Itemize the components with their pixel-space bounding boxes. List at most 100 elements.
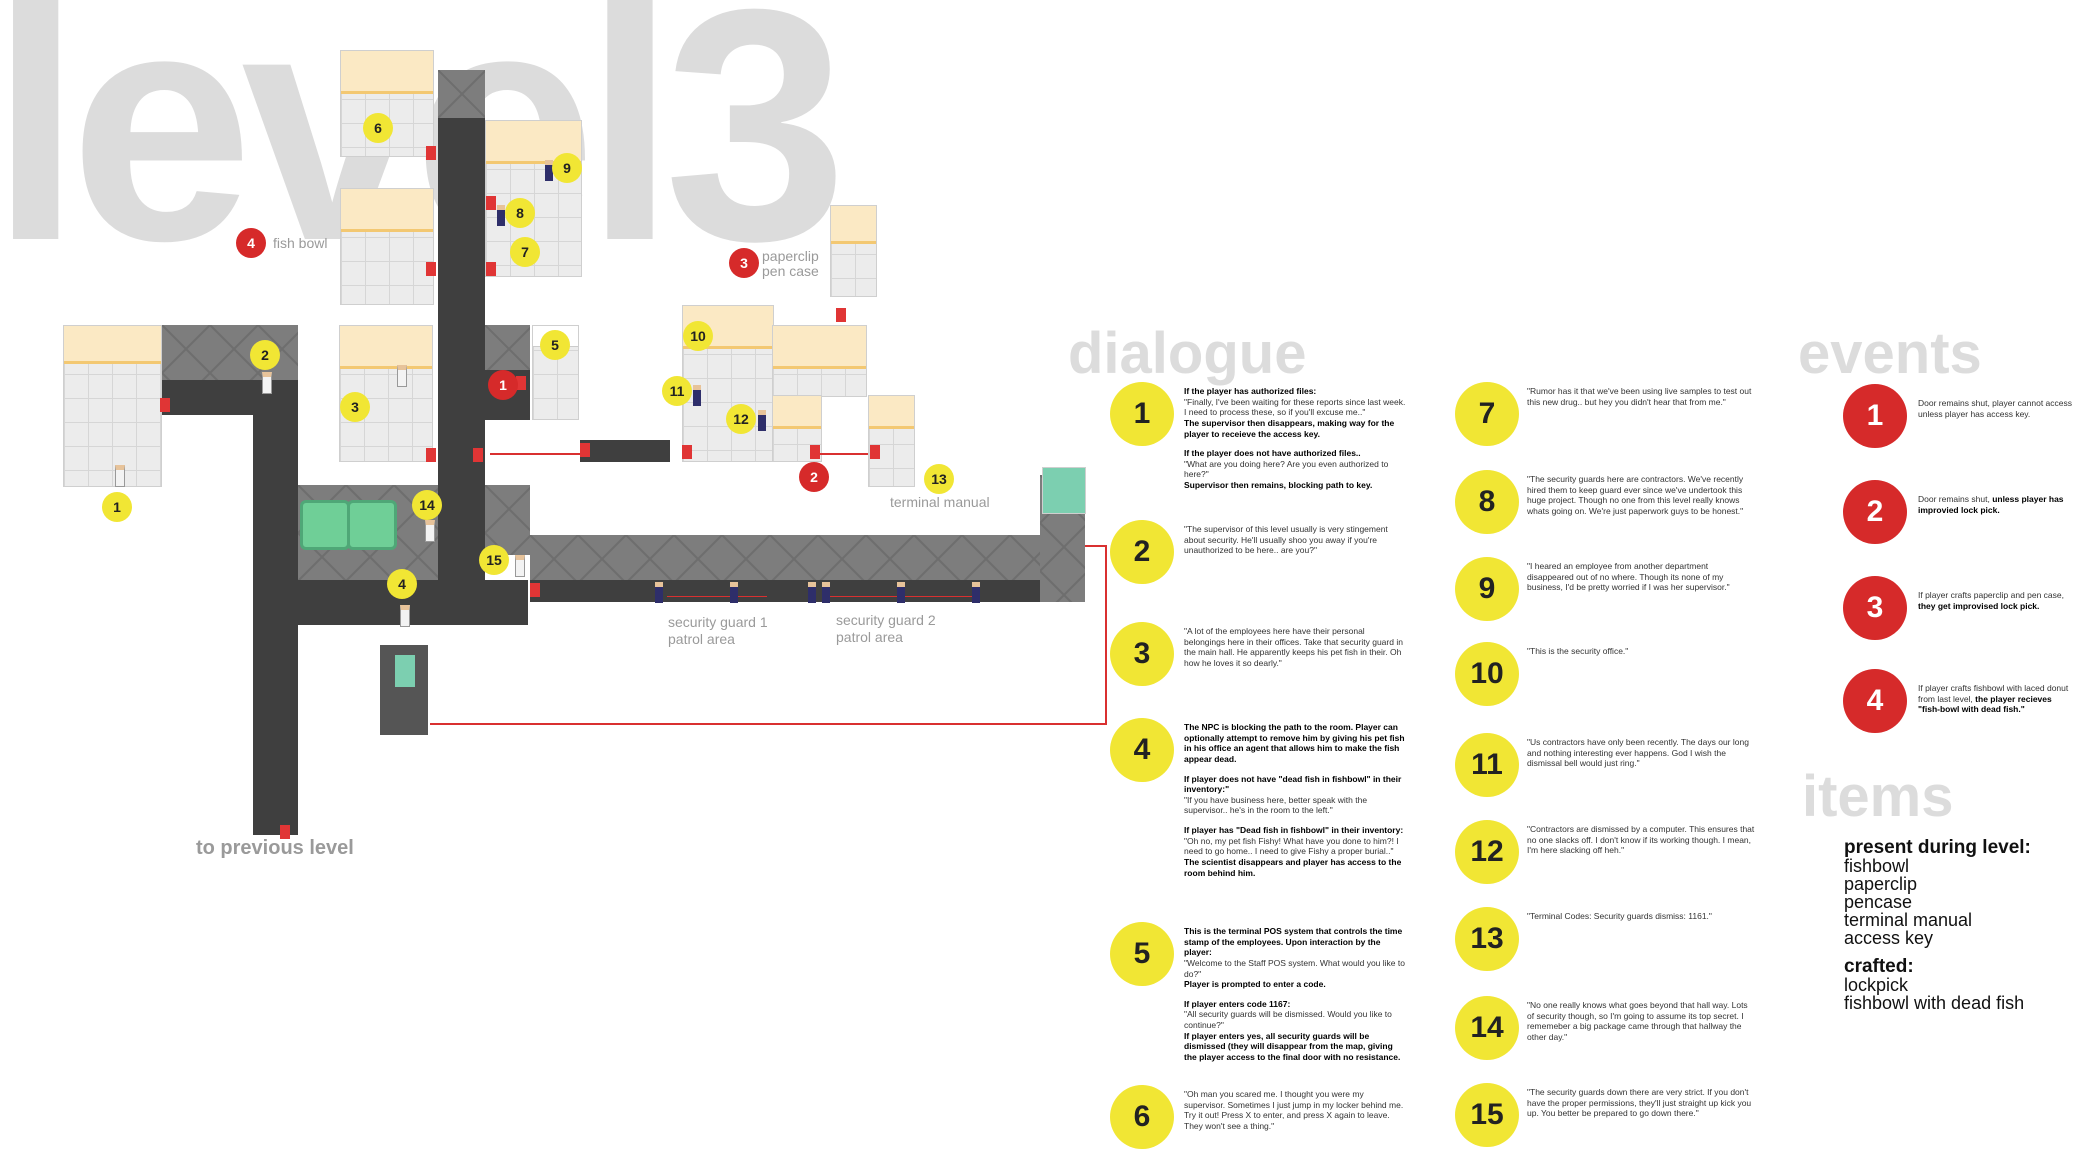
npc[interactable]	[497, 205, 505, 226]
label-previous-level: to previous level	[196, 837, 354, 859]
npc[interactable]	[262, 372, 272, 394]
event-pin-1[interactable]: 1	[488, 370, 518, 400]
label-pen-case: pen case	[762, 263, 819, 279]
label-terminal-manual: terminal manual	[890, 494, 990, 510]
map-pin-13[interactable]: 13	[924, 464, 954, 494]
door[interactable]	[530, 583, 540, 597]
door[interactable]	[426, 146, 436, 160]
map-pin-4[interactable]: 4	[387, 569, 417, 599]
dialogue-line: "The security guards down there are very…	[1527, 1087, 1752, 1119]
door[interactable]	[280, 825, 290, 839]
dialogue-line: "This is the security office."	[1527, 646, 1629, 656]
dialogue-line: "Oh no, my pet fish Fishy! What have you…	[1184, 835, 1399, 857]
dialogue-number: 7	[1455, 382, 1519, 446]
corridor-security-strip	[580, 440, 670, 462]
door[interactable]	[836, 308, 846, 322]
security-guard[interactable]	[730, 582, 738, 603]
dialogue-direction: The supervisor then disappears, making w…	[1184, 417, 1395, 439]
dialogue-direction: If player does not have "dead fish in fi…	[1184, 773, 1402, 795]
door[interactable]	[160, 398, 170, 412]
npc[interactable]	[400, 605, 410, 627]
dialogue-number: 5	[1110, 922, 1174, 986]
dialogue-paragraph: If the player does not have authorized f…	[1184, 448, 1406, 491]
npc[interactable]	[115, 465, 125, 487]
dialogue-text: If the player has authorized files: "Fina…	[1184, 386, 1406, 500]
event-text: Door remains shut, unless player has imp…	[1918, 494, 2076, 515]
dialogue-direction: If the player has authorized files:	[1184, 386, 1317, 396]
dialogue-line: "Oh man you scared me. I thought you wer…	[1184, 1089, 1404, 1131]
map-pin-9[interactable]: 9	[552, 153, 582, 183]
dialogue-line: "The security guards here are contractor…	[1527, 474, 1744, 516]
event-pin-2[interactable]: 2	[799, 462, 829, 492]
map-pin-2[interactable]: 2	[250, 340, 280, 370]
dialogue-number: 13	[1455, 907, 1519, 971]
security-guard[interactable]	[897, 582, 905, 603]
security-guard[interactable]	[808, 582, 816, 603]
npc[interactable]	[545, 160, 553, 181]
map-pin-11[interactable]: 11	[662, 376, 692, 406]
door[interactable]	[810, 445, 820, 459]
door[interactable]	[580, 443, 590, 457]
event-description: Door remains shut,	[1918, 494, 1990, 504]
map-pin-7[interactable]: 7	[510, 237, 540, 267]
dialogue-line: "I heared an employee from another depar…	[1527, 561, 1730, 593]
items-list: present during level: fishbowl paperclip…	[1844, 838, 2031, 1012]
dialogue-text: This is the terminal POS system that con…	[1184, 926, 1406, 1072]
label-guard2: security guard 2	[836, 612, 936, 628]
npc[interactable]	[758, 410, 766, 431]
security-guard[interactable]	[822, 582, 830, 603]
dialogue-paragraph: "A lot of the employees here have their …	[1184, 626, 1406, 669]
dialogue-number: 12	[1455, 820, 1519, 884]
door[interactable]	[516, 376, 526, 390]
map-pin-1[interactable]: 1	[102, 492, 132, 522]
map-pin-5[interactable]: 5	[540, 330, 570, 360]
dialogue-direction: If player enters code 1167:	[1184, 998, 1291, 1009]
door[interactable]	[473, 448, 483, 462]
map-pin-3[interactable]: 3	[340, 392, 370, 422]
corridor-east-hall	[530, 535, 1085, 580]
door[interactable]	[486, 196, 496, 210]
corridor-north-vertical	[438, 118, 485, 625]
map-pin-12[interactable]: 12	[726, 404, 756, 434]
event-pin-3[interactable]: 3	[729, 248, 759, 278]
event-text: If player crafts paperclip and pen case,…	[1918, 590, 2076, 611]
dialogue-text: "This is the security office."	[1527, 646, 1755, 666]
door[interactable]	[426, 262, 436, 276]
dialogue-paragraph: If player does not have "dead fish in fi…	[1184, 774, 1406, 817]
dialogue-text: "The security guards here are contractor…	[1527, 474, 1755, 526]
door[interactable]	[486, 262, 496, 276]
item: pencase	[1844, 892, 1913, 912]
npc[interactable]	[425, 520, 435, 542]
corridor-junction	[485, 485, 530, 555]
map-pin-14[interactable]: 14	[412, 490, 442, 520]
dialogue-line: "No one really knows what goes beyond th…	[1527, 1000, 1748, 1042]
items-heading: items	[1802, 764, 1954, 829]
npc[interactable]	[693, 385, 701, 406]
label-guard2-area: patrol area	[836, 629, 903, 645]
map-pin-15[interactable]: 15	[479, 545, 509, 575]
dialogue-line: "All security guards will be dismissed. …	[1184, 1009, 1392, 1030]
map-pin-6[interactable]: 6	[363, 113, 393, 143]
security-guard[interactable]	[655, 582, 663, 603]
dialogue-text: "Contractors are dismissed by a computer…	[1527, 824, 1755, 865]
map-pin-10[interactable]: 10	[683, 321, 713, 351]
npc[interactable]	[397, 365, 407, 387]
map-pin-8[interactable]: 8	[505, 198, 535, 228]
door[interactable]	[870, 445, 880, 459]
connector-line	[820, 453, 868, 455]
item: lockpick	[1844, 975, 1909, 995]
dialogue-number: 1	[1110, 382, 1174, 446]
door[interactable]	[682, 445, 692, 459]
npc[interactable]	[515, 555, 525, 577]
elevator-door	[395, 655, 415, 687]
dialogue-text: "I heared an employee from another depar…	[1527, 561, 1755, 602]
dialogue-line: "Contractors are dismissed by a computer…	[1527, 824, 1755, 856]
dialogue-paragraph: "No one really knows what goes beyond th…	[1527, 1000, 1755, 1043]
security-guard[interactable]	[972, 582, 980, 603]
locker-2[interactable]	[347, 500, 397, 550]
event-pin-4[interactable]: 4	[236, 228, 266, 258]
label-guard1: security guard 1	[668, 614, 768, 630]
locker-1[interactable]	[300, 500, 350, 550]
corridor-room-5	[485, 325, 530, 370]
door[interactable]	[426, 448, 436, 462]
